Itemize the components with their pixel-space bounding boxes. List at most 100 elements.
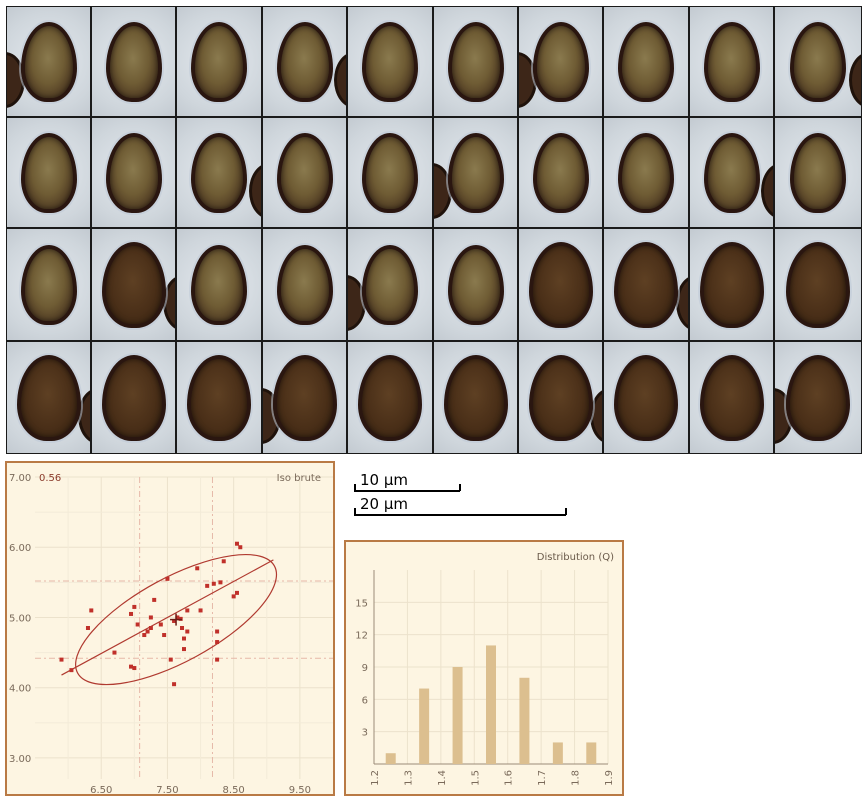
spore <box>614 354 678 441</box>
spore <box>105 21 162 102</box>
spore-tile <box>775 229 861 340</box>
data-point <box>145 629 150 634</box>
data-point <box>129 664 134 669</box>
spore <box>618 21 674 102</box>
scale-bar-10-tick-right <box>459 484 461 491</box>
data-point <box>195 566 200 571</box>
data-point <box>69 668 74 673</box>
spore-tile <box>519 229 602 340</box>
data-point <box>198 608 203 613</box>
histogram-bar <box>586 742 597 764</box>
data-point <box>215 640 220 645</box>
spore-tile <box>7 118 90 227</box>
spore <box>362 244 418 325</box>
spore <box>786 354 850 441</box>
spore <box>790 21 846 102</box>
hist-y-tick-label: 15 <box>355 598 368 609</box>
spore-tile <box>434 118 517 227</box>
spore-tile <box>348 7 432 116</box>
data-point <box>234 590 239 595</box>
spore <box>699 354 764 441</box>
scatter-chart: 7.00 6.00 5.00 4.00 3.00 6.50 7.50 8.50 9.50 Iso … <box>5 461 335 796</box>
histogram-chart: 3 6 9 12 15 1.2 1.3 1.4 1.5 1.6 1.7 1.8 1.9 Distribut… <box>344 540 624 796</box>
data-point <box>165 576 170 581</box>
spore <box>276 21 333 102</box>
spore-tile <box>604 118 688 227</box>
spore-tile <box>775 118 861 227</box>
data-point <box>148 615 153 620</box>
spore-tile <box>434 342 517 453</box>
spore-tile <box>690 118 773 227</box>
scale-bar-10-tick-left <box>354 484 356 491</box>
spore-tile <box>92 7 175 116</box>
data-point <box>215 629 220 634</box>
hist-x-tick-label: 1.6 <box>504 770 515 786</box>
spore <box>790 132 846 213</box>
y-tick-label: 5.00 <box>9 613 31 624</box>
hist-x-tick-label: 1.9 <box>604 770 615 786</box>
data-point <box>148 626 153 630</box>
y-tick-label: 4.00 <box>9 684 31 695</box>
histogram-bar <box>452 667 463 764</box>
spore-tile <box>7 229 90 340</box>
data-point <box>85 626 90 630</box>
spore <box>532 21 589 102</box>
scale-bar-10-label: 10 µm <box>360 471 409 489</box>
histogram-svg: 3 6 9 12 15 1.2 1.3 1.4 1.5 1.6 1.7 1.8 1.9 Distribut… <box>355 552 615 786</box>
spore-tile <box>7 342 90 453</box>
data-point <box>215 657 220 662</box>
spore <box>532 132 589 213</box>
data-point <box>185 608 190 613</box>
data-point <box>168 657 173 662</box>
spore-tile <box>7 7 90 116</box>
hist-x-tick-label: 1.5 <box>470 770 481 786</box>
hist-x-tick-label: 1.2 <box>370 770 381 786</box>
spore-tile <box>690 342 773 453</box>
data-point <box>221 559 226 564</box>
data-point <box>180 626 185 630</box>
spore-tile <box>92 229 175 340</box>
histogram-bar <box>385 753 396 764</box>
data-point <box>231 594 236 599</box>
data-point <box>211 581 216 586</box>
data-point <box>59 657 64 662</box>
spore <box>101 241 166 328</box>
spore-tile <box>348 342 432 453</box>
scale-bar-10-line <box>354 490 460 492</box>
data-point <box>158 622 163 627</box>
hist-y-tick-label: 9 <box>362 663 368 674</box>
data-point <box>135 622 140 627</box>
spore <box>272 354 337 441</box>
spore <box>447 21 504 102</box>
hist-y-tick-label: 3 <box>362 728 368 739</box>
x-tick-label: 6.50 <box>90 785 112 794</box>
spore <box>16 354 81 441</box>
spore <box>362 21 418 102</box>
spore <box>703 132 760 213</box>
spore-tile <box>263 7 346 116</box>
y-tick-label: 6.00 <box>9 543 31 554</box>
data-point <box>185 629 190 634</box>
spore <box>105 132 162 213</box>
spore <box>786 241 850 328</box>
x-tick-label: 9.50 <box>289 785 311 794</box>
spore-tile <box>263 229 346 340</box>
data-point <box>205 583 210 588</box>
spore-mosaic <box>6 6 862 454</box>
data-point <box>142 633 147 638</box>
hist-x-tick-label: 1.8 <box>571 770 582 786</box>
histogram-bar <box>552 742 563 764</box>
spore <box>191 21 247 102</box>
scale-bar-20-tick-right <box>565 508 567 515</box>
spore-tile <box>263 118 346 227</box>
hist-x-tick-label: 1.4 <box>437 770 448 786</box>
spore-tile <box>92 118 175 227</box>
histogram-bar <box>519 677 530 764</box>
spore <box>699 241 764 328</box>
scale-bar-20-line <box>354 514 566 516</box>
spore-tile <box>177 118 261 227</box>
x-tick-label: 7.50 <box>156 785 178 794</box>
spore-tile <box>604 342 688 453</box>
y-tick-label: 7.00 <box>9 473 31 484</box>
data-point <box>218 580 223 585</box>
